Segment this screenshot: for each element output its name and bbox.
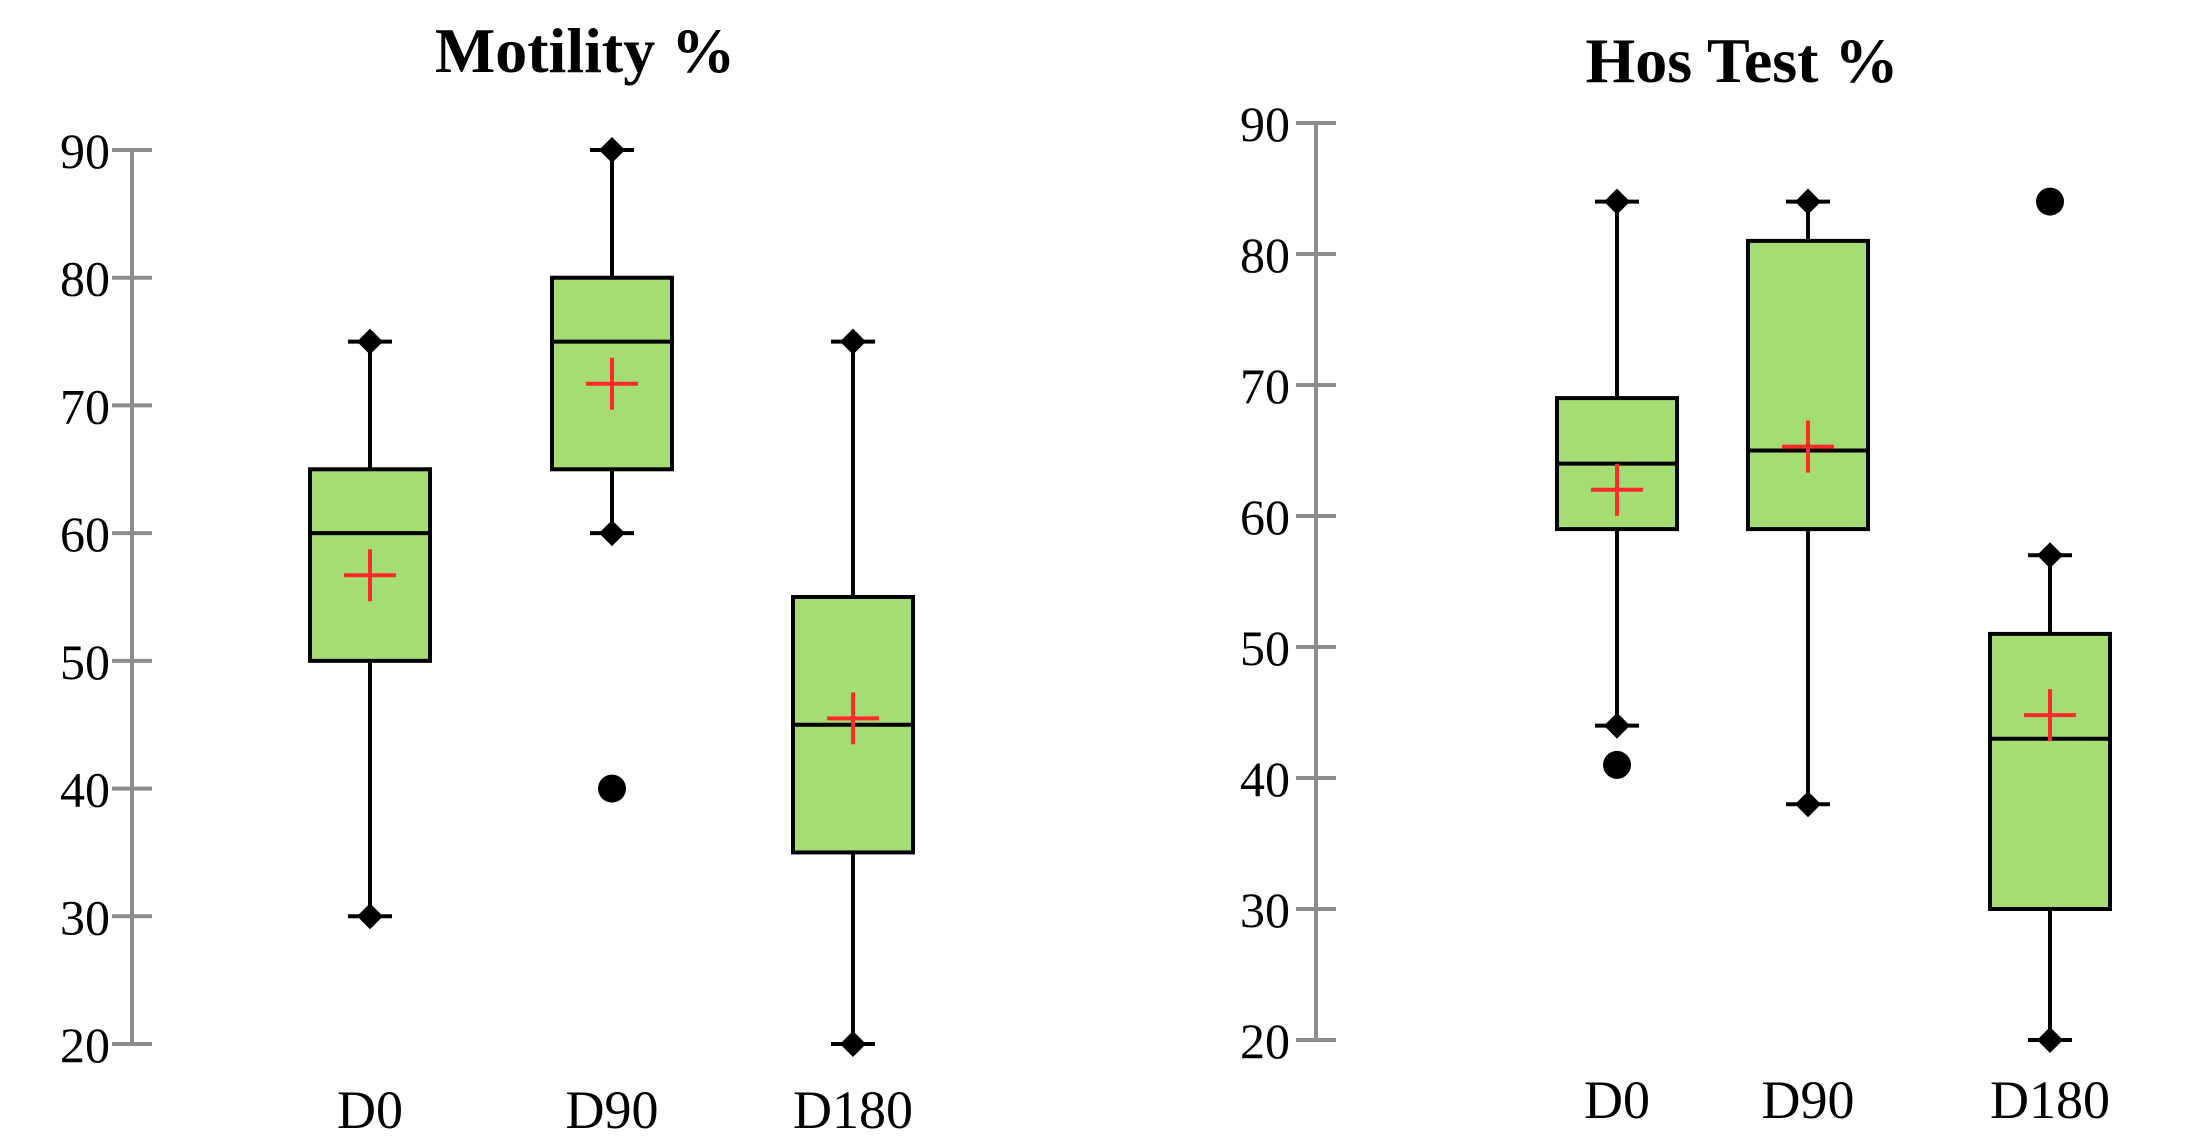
hos-test-category-labels: D0 D90 D180 <box>1584 1070 2110 1130</box>
motility-y-tick-labels: 20 30 40 50 60 70 80 90 <box>60 123 110 1073</box>
hos-test-d90-category-label: D90 <box>1762 1070 1855 1130</box>
motility-d0-max-marker <box>357 328 383 355</box>
hos-test-d90-min-marker <box>1795 791 1821 818</box>
motility-y-tick-label-70: 70 <box>60 378 110 434</box>
motility-y-tick-label-80: 80 <box>60 251 110 307</box>
hos-test-d180-box <box>1988 187 2112 1053</box>
hos-test-y-tick-label-60: 60 <box>1240 489 1290 545</box>
hos-test-d0-outlier-0 <box>1603 750 1631 779</box>
motility-d90-category-label: D90 <box>566 1080 659 1138</box>
hos-test-d90-max-marker <box>1795 188 1821 215</box>
motility-d0-category-label: D0 <box>337 1080 403 1138</box>
hos-test-y-tick-label-20: 20 <box>1240 1013 1290 1069</box>
motility-y-tick-label-60: 60 <box>60 506 110 562</box>
hos-test-d180-outlier-0 <box>2036 187 2064 216</box>
motility-y-axis <box>112 148 152 1046</box>
motility-d0-min-marker <box>357 903 383 930</box>
motility-d180-box <box>791 328 915 1057</box>
hos-test-y-tick-label-70: 70 <box>1240 358 1290 414</box>
motility-d180-min-marker <box>840 1031 866 1057</box>
motility-y-tick-label-20: 20 <box>60 1017 110 1073</box>
motility-d90-outlier-0 <box>598 774 626 803</box>
hos-test-d0-max-marker <box>1604 188 1630 215</box>
hos-test-d0-category-label: D0 <box>1584 1070 1650 1130</box>
hos-test-y-tick-labels: 20 30 40 50 60 70 80 90 <box>1240 96 1290 1069</box>
hos-test-d180-iqr-box <box>1988 631 2112 912</box>
motility-title: Motility % <box>435 15 735 86</box>
motility-d90-box <box>550 137 674 803</box>
hos-test-title: Hos Test % <box>1586 25 1899 96</box>
hos-test-y-tick-label-80: 80 <box>1240 227 1290 283</box>
hos-test-y-axis <box>1296 121 1336 1042</box>
motility-d90-max-marker <box>599 137 625 163</box>
motility-boxes <box>308 137 915 1057</box>
motility-y-tick-label-30: 30 <box>60 889 110 945</box>
motility-y-tick-label-90: 90 <box>60 123 110 179</box>
motility-y-tick-label-40: 40 <box>60 762 110 818</box>
hos-test-boxes <box>1555 187 2112 1053</box>
hos-test-y-tick-label-40: 40 <box>1240 751 1290 807</box>
hos-test-d0-box <box>1555 188 1679 779</box>
hos-test-d90-box <box>1746 188 1870 818</box>
hos-test-y-tick-label-50: 50 <box>1240 620 1290 676</box>
motility-d180-max-marker <box>840 328 866 355</box>
hos-test-d180-max-marker <box>2037 542 2063 569</box>
hos-test-y-tick-label-30: 30 <box>1240 882 1290 938</box>
motility-y-tick-label-50: 50 <box>60 634 110 690</box>
hos-test-panel: Hos Test % 20 30 40 50 60 70 80 90 D0 D90 D180 <box>1240 25 2112 1130</box>
hos-test-d0-min-marker <box>1604 712 1630 739</box>
motility-d90-min-marker <box>599 520 625 547</box>
motility-panel: Motility % 20 30 40 50 60 70 80 90 D0 D90 D180 <box>60 15 915 1140</box>
motility-category-labels: D0 D90 D180 <box>337 1080 913 1140</box>
hos-test-y-tick-label-90: 90 <box>1240 96 1290 152</box>
hos-test-d90-iqr-box <box>1746 238 1870 532</box>
motility-d0-box <box>308 328 432 930</box>
hos-test-d180-min-marker <box>2037 1027 2063 1053</box>
hos-test-d180-category-label: D180 <box>1990 1070 2110 1130</box>
motility-d180-category-label: D180 <box>793 1080 913 1138</box>
